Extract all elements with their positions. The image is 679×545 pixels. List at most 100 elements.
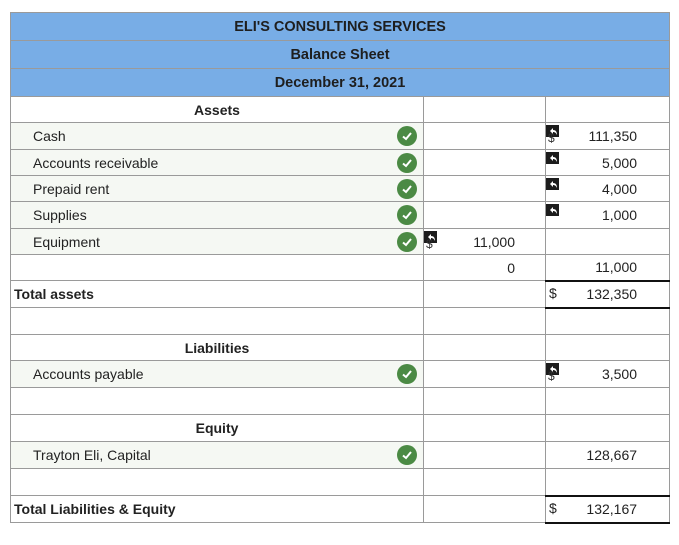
amount-value: 132,350 <box>586 286 638 302</box>
amount-input-right[interactable] <box>544 228 671 255</box>
amount-value: 0 <box>507 259 515 276</box>
statement-title: Balance Sheet <box>9 40 671 69</box>
undo-icon[interactable] <box>546 125 559 137</box>
amount-input-mid[interactable] <box>423 468 546 496</box>
statement-date: December 31, 2021 <box>9 68 671 97</box>
blank-cell <box>423 96 546 123</box>
currency-prefix: $ <box>549 500 557 516</box>
account-label: Equipment <box>33 233 100 250</box>
blank-row <box>10 468 671 496</box>
amount-input-right[interactable]: 1,000 <box>544 201 671 229</box>
amount-input-mid[interactable] <box>423 122 546 150</box>
currency-prefix: $ <box>548 131 555 145</box>
assets-heading: Assets <box>10 96 424 123</box>
amount-input-right[interactable]: $ 111,350 <box>544 122 671 150</box>
amount-value: 4,000 <box>601 180 638 197</box>
table-row: Accounts payable $ 3,500 <box>10 360 671 388</box>
account-select-accounts-payable[interactable]: Accounts payable <box>10 360 424 388</box>
amount-input-right[interactable]: 128,667 <box>544 441 671 469</box>
equity-heading-row: Equity <box>10 414 671 442</box>
currency-prefix: $ <box>549 285 557 301</box>
amount-value: 111,350 <box>588 128 638 144</box>
amount-input-mid[interactable] <box>423 441 546 469</box>
amount-input-right[interactable]: $ 3,500 <box>544 360 671 388</box>
blank-row <box>10 387 671 415</box>
table-row: Equipment $ 11,000 <box>10 228 671 255</box>
blank-cell <box>544 334 671 361</box>
check-correct-icon <box>397 152 417 173</box>
amount-value: 11,000 <box>595 259 638 276</box>
amount-value: 5,000 <box>601 154 638 171</box>
currency-prefix: $ <box>426 237 433 251</box>
account-select-blank[interactable] <box>10 387 424 415</box>
account-select-blank[interactable] <box>10 254 424 281</box>
blank-row <box>10 307 671 335</box>
liabilities-heading-row: Liabilities <box>10 334 671 361</box>
account-select-cash[interactable]: Cash <box>10 122 424 150</box>
undo-icon[interactable] <box>546 178 559 190</box>
total-liabilities-equity-value[interactable]: $ 132,167 <box>544 494 671 524</box>
total-liabilities-equity-row: Total Liabilities & Equity $ 132,167 <box>10 494 671 524</box>
amount-input-mid[interactable] <box>423 387 546 415</box>
total-assets-row: Total assets $ 132,350 <box>10 279 671 309</box>
account-select-prepaid-rent[interactable]: Prepaid rent <box>10 175 424 202</box>
company-name: ELI'S CONSULTING SERVICES <box>9 12 671 41</box>
account-label: Supplies <box>33 207 87 223</box>
amount-input-right[interactable]: 4,000 <box>544 175 671 202</box>
blank-cell <box>10 307 424 335</box>
blank-cell <box>544 96 671 123</box>
total-assets-value[interactable]: $ 132,350 <box>544 279 671 309</box>
assets-heading-row: Assets <box>10 96 671 123</box>
total-liabilities-equity-label: Total Liabilities & Equity <box>10 495 424 523</box>
account-label: Trayton Eli, Capital <box>33 447 151 463</box>
undo-icon[interactable] <box>546 363 559 375</box>
amount-input-mid[interactable] <box>423 175 546 202</box>
amount-input-right[interactable] <box>544 387 671 415</box>
blank-cell <box>423 334 546 361</box>
amount-input-right[interactable]: 5,000 <box>544 149 671 176</box>
account-label: Accounts payable <box>33 366 144 382</box>
total-assets-label: Total assets <box>10 280 424 308</box>
check-correct-icon <box>397 178 417 199</box>
account-select-equipment[interactable]: Equipment <box>10 228 424 255</box>
account-select-supplies[interactable]: Supplies <box>10 201 424 229</box>
amount-input-mid[interactable]: 0 <box>423 254 546 281</box>
amount-value: 1,000 <box>601 207 638 223</box>
blank-cell <box>423 280 546 308</box>
account-select-blank[interactable] <box>10 468 424 496</box>
amount-value: 3,500 <box>601 366 638 382</box>
header-company-row: ELI'S CONSULTING SERVICES <box>9 12 671 41</box>
amount-input-mid[interactable] <box>423 149 546 176</box>
currency-prefix: $ <box>548 369 555 383</box>
check-correct-icon <box>397 445 417 465</box>
undo-icon[interactable] <box>546 204 559 216</box>
equity-heading: Equity <box>10 414 424 442</box>
table-row: Cash $ 111,350 <box>10 122 671 150</box>
account-select-capital[interactable]: Trayton Eli, Capital <box>10 441 424 469</box>
header-statement-row: Balance Sheet <box>9 40 671 69</box>
undo-icon[interactable] <box>424 231 437 243</box>
blank-cell <box>423 414 546 442</box>
check-correct-icon <box>397 126 417 146</box>
amount-input-mid[interactable] <box>423 360 546 388</box>
amount-input-mid[interactable] <box>423 201 546 229</box>
account-label: Accounts receivable <box>33 154 159 171</box>
check-correct-icon <box>397 364 417 384</box>
amount-value: 128,667 <box>586 447 638 463</box>
amount-input-right[interactable] <box>544 468 671 496</box>
check-correct-icon <box>397 231 417 252</box>
table-row: Prepaid rent 4,000 <box>10 175 671 202</box>
liabilities-heading: Liabilities <box>10 334 424 361</box>
account-label: Cash <box>33 128 66 144</box>
balance-sheet-table: ELI'S CONSULTING SERVICES Balance Sheet … <box>9 12 671 524</box>
header-date-row: December 31, 2021 <box>9 68 671 97</box>
amount-value: 11,000 <box>473 233 515 250</box>
check-correct-icon <box>397 205 417 225</box>
amount-input-right[interactable]: 11,000 <box>544 254 671 281</box>
table-row: Trayton Eli, Capital 128,667 <box>10 441 671 469</box>
subtotal-row: 0 11,000 <box>10 254 671 281</box>
amount-input-mid[interactable]: $ 11,000 <box>423 228 546 255</box>
account-select-accounts-receivable[interactable]: Accounts receivable <box>10 149 424 176</box>
undo-icon[interactable] <box>546 152 559 164</box>
blank-cell <box>423 307 546 335</box>
